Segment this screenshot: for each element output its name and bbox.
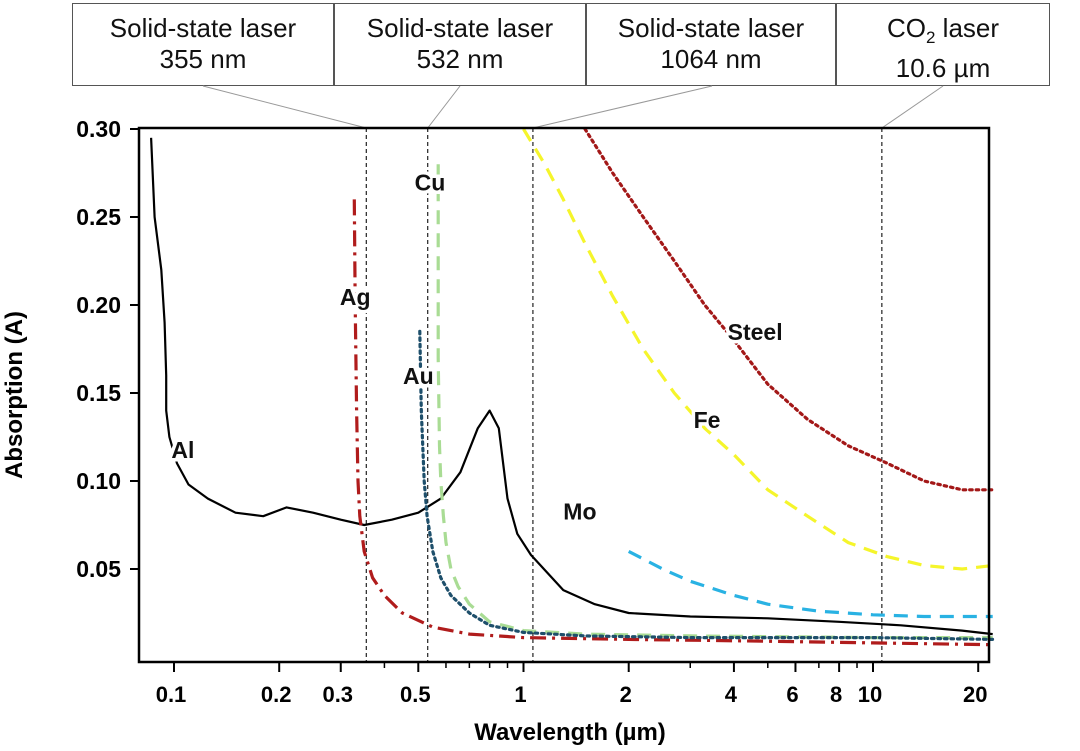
y-tick-label: 0.05 [76, 556, 121, 582]
y-tick-label: 0.15 [76, 380, 121, 406]
series-labels: Al Ag Cu Au Mo Fe Steel [168, 166, 786, 528]
laser-box-532: Solid-state laser 532 nm [334, 3, 586, 86]
series-curves [150, 127, 995, 647]
x-tick-label: 2 [620, 682, 632, 707]
laser-wavelength-markers [365, 128, 883, 662]
series-label-al: Al [171, 437, 194, 463]
laser-co2-tail: laser [935, 13, 1000, 43]
series-label-mo: Mo [563, 499, 596, 525]
laser-co2-subscript: 2 [925, 28, 936, 48]
x-axis-title: Wavelength (µm) [474, 719, 666, 746]
series-line-mo [627, 549, 993, 619]
series-line-au [418, 329, 995, 641]
series-label-steel: Steel [728, 319, 783, 345]
series-label-cu: Cu [415, 170, 446, 196]
laser-1064-wavelength: 1064 nm [660, 44, 762, 74]
y-tick-label: 0.10 [76, 468, 121, 494]
x-tick-label: 20 [963, 682, 987, 707]
y-tick-label: 0.25 [76, 204, 121, 230]
x-tick-label: 0.5 [400, 682, 431, 707]
x-tick-label: 0.3 [322, 682, 353, 707]
y-axis-title: Absorption (A) [1, 311, 28, 479]
x-tick-label: 0.1 [156, 682, 187, 707]
leader-line [202, 85, 367, 129]
x-tick-label: 6 [786, 682, 798, 707]
x-tick-label: 1 [514, 682, 526, 707]
leader-line [881, 85, 944, 129]
series-label-ag: Ag [340, 284, 371, 310]
laser-box-355: Solid-state laser 355 nm [72, 3, 334, 86]
series-line-fe [522, 128, 993, 571]
y-axis-ticks: 0.05 0.10 0.15 0.20 0.25 0.30 [76, 116, 139, 582]
leader-line [532, 85, 713, 129]
laser-532-wavelength: 532 nm [416, 44, 504, 74]
leader-line [427, 85, 461, 129]
series-label-fe: Fe [694, 407, 721, 433]
laser-532-type: Solid-state laser [366, 13, 554, 43]
laser-1064-type: Solid-state laser [617, 13, 805, 43]
laser-co2-co: CO [886, 13, 926, 43]
x-tick-label: 8 [830, 682, 842, 707]
laser-355-wavelength: 355 nm [159, 44, 247, 74]
plot-frame [137, 126, 991, 664]
laser-box-co2: CO2 laser 10.6 µm [836, 3, 1050, 86]
series-line-ag [352, 199, 993, 647]
series-line-cu [436, 164, 993, 640]
x-tick-label: 10 [858, 682, 882, 707]
laser-box-1064: Solid-state laser 1064 nm [586, 3, 836, 86]
x-tick-label: 4 [725, 682, 738, 707]
laser-co2-wavelength: 10.6 µm [895, 53, 991, 84]
laser-355-type: Solid-state laser [109, 13, 297, 43]
x-tick-label: 0.2 [261, 682, 292, 707]
series-label-au: Au [403, 363, 434, 389]
y-tick-label: 0.20 [76, 292, 121, 318]
series-line-al [150, 137, 993, 636]
y-tick-label: 0.30 [76, 116, 121, 142]
x-axis-ticks: 0.1 0.2 0.3 0.5 1 2 4 6 8 10 20 [156, 662, 987, 707]
series-line-steel [583, 127, 995, 492]
leader-lines [202, 85, 944, 129]
laser-co2-type: CO2 laser [837, 13, 1049, 53]
